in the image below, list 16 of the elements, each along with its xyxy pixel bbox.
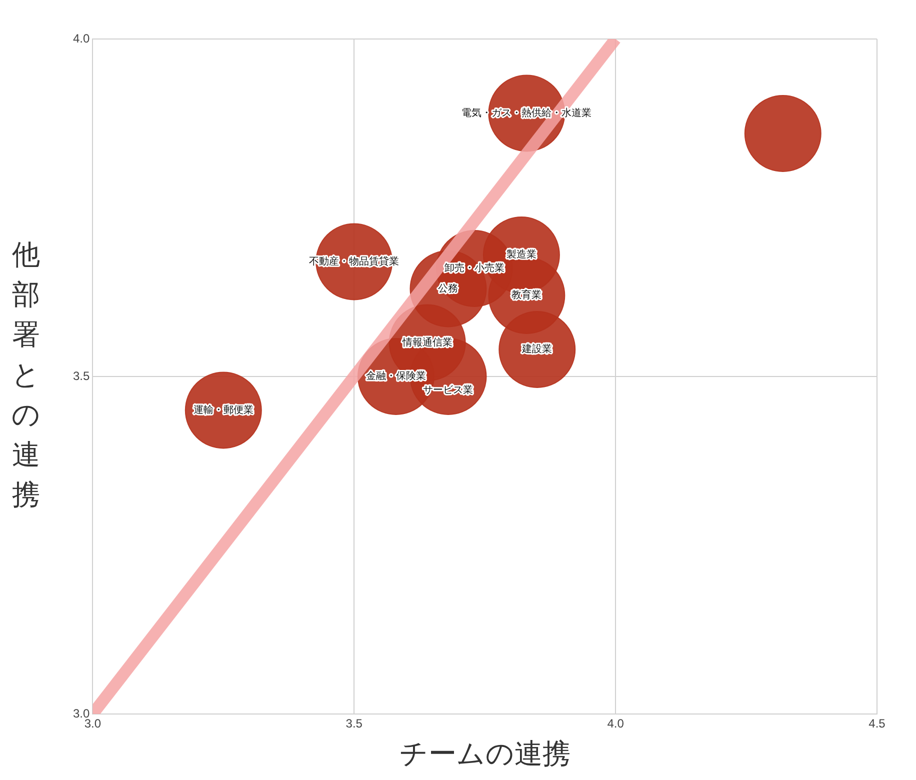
series-label: 運輸・郵便業: [193, 404, 254, 416]
y-tick-label: 4.0: [72, 31, 90, 46]
series-label: 製造業: [506, 248, 536, 261]
series-label: 公務: [438, 282, 458, 294]
series-label: 建設業: [521, 343, 552, 356]
y-tick-label: 3.5: [72, 368, 90, 383]
series-label: 卸売・小売業: [444, 262, 504, 274]
x-axis-title: チームの連携: [399, 738, 570, 769]
y-axis-title: 他部署との連携: [10, 237, 42, 513]
series-label: 教育業: [512, 289, 542, 302]
series-label: 情報通信業: [401, 336, 452, 348]
series-label: 金融・保険業: [366, 370, 426, 382]
x-tick-label: 4.0: [607, 716, 624, 731]
x-tick-label: 4.5: [868, 716, 886, 731]
x-tick-label: 3.5: [346, 716, 363, 731]
series-label: サービス業: [423, 384, 474, 396]
